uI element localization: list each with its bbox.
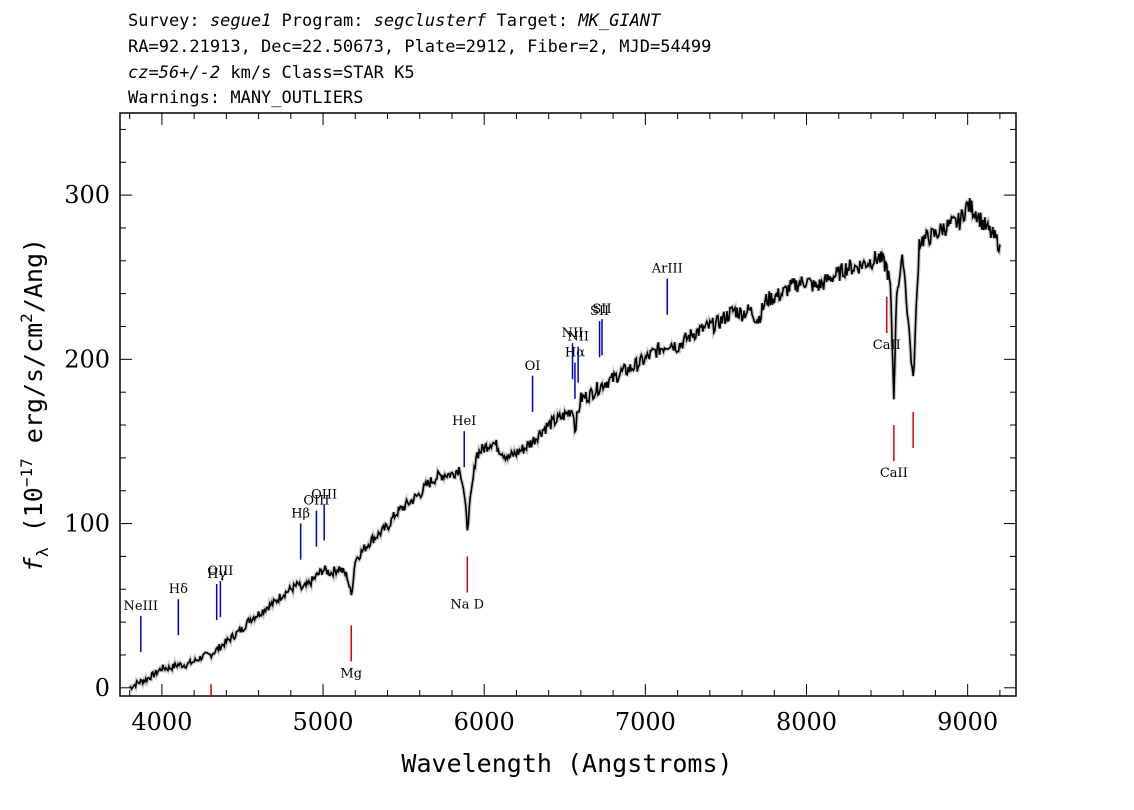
spectrum-line bbox=[129, 197, 1001, 691]
header-line-4: Warnings: MANY_OUTLIERS bbox=[128, 88, 364, 108]
emission-line-label: OIII bbox=[303, 494, 329, 509]
x-tick-label: 6000 bbox=[454, 708, 515, 736]
absorption-line-label: CaII bbox=[880, 466, 908, 481]
emission-line-label: Hδ bbox=[169, 582, 188, 597]
emission-line-label: Hα bbox=[565, 346, 585, 361]
absorption-line-label: CaII bbox=[873, 338, 901, 353]
x-tick-label: 5000 bbox=[293, 708, 354, 736]
y-tick-label: 100 bbox=[64, 510, 110, 538]
emission-line-label: NII bbox=[562, 326, 584, 341]
y-tick-label: 300 bbox=[64, 181, 110, 209]
x-tick-label: 4000 bbox=[131, 708, 192, 736]
x-tick-label: 8000 bbox=[776, 708, 837, 736]
emission-line-label: ArIII bbox=[651, 262, 683, 277]
program-value: segclusterf bbox=[373, 11, 487, 31]
emission-line-label: Hβ bbox=[291, 506, 310, 521]
x-tick-label: 9000 bbox=[937, 708, 998, 736]
survey-value: segue1 bbox=[209, 11, 272, 31]
emission-line-label: OIII bbox=[311, 487, 337, 502]
absorption-line-label: Na D bbox=[450, 598, 484, 613]
emission-line-label: OI bbox=[525, 359, 541, 374]
emission-line-label: Hγ bbox=[207, 567, 226, 582]
program-label: Program: bbox=[271, 11, 374, 31]
emission-line-label: NII bbox=[567, 330, 589, 345]
plot-frame bbox=[119, 112, 1017, 697]
emission-line-label: SII bbox=[590, 304, 609, 319]
target-label: Target: bbox=[486, 11, 579, 31]
emission-line-label: OIII bbox=[207, 564, 233, 579]
x-tick-label: 7000 bbox=[615, 708, 676, 736]
plot-area: 4000 5000 6000 7000 8000 9000 0 100 200 300 NeIII H… bbox=[64, 112, 1017, 736]
header-line-1: Survey: segue1 Program: segclusterf Targ… bbox=[128, 11, 660, 31]
emission-line-label: NeIII bbox=[124, 599, 158, 614]
emission-line-label: HeI bbox=[452, 414, 476, 429]
target-value: MK_GIANT bbox=[578, 11, 661, 31]
survey-label: Survey: bbox=[128, 11, 210, 31]
redshift-value: cz=56+/-2 bbox=[128, 63, 221, 83]
absorption-line-label: Mg bbox=[340, 667, 362, 682]
class-value: km/s Class=STAR K5 bbox=[220, 63, 415, 83]
y-tick-label: 200 bbox=[64, 345, 110, 373]
header-line-3: cz=56+/-2 km/s Class=STAR K5 bbox=[128, 63, 415, 83]
y-axis-label: fλ (10−17 erg/s/cm2/Ang) bbox=[17, 238, 52, 572]
emission-line-label: SII bbox=[592, 302, 611, 317]
header-line-2: RA=92.21913, Dec=22.50673, Plate=2912, F… bbox=[128, 37, 712, 57]
y-tick-label: 0 bbox=[95, 674, 110, 702]
x-axis-label: Wavelength (Angstroms) bbox=[401, 749, 732, 778]
